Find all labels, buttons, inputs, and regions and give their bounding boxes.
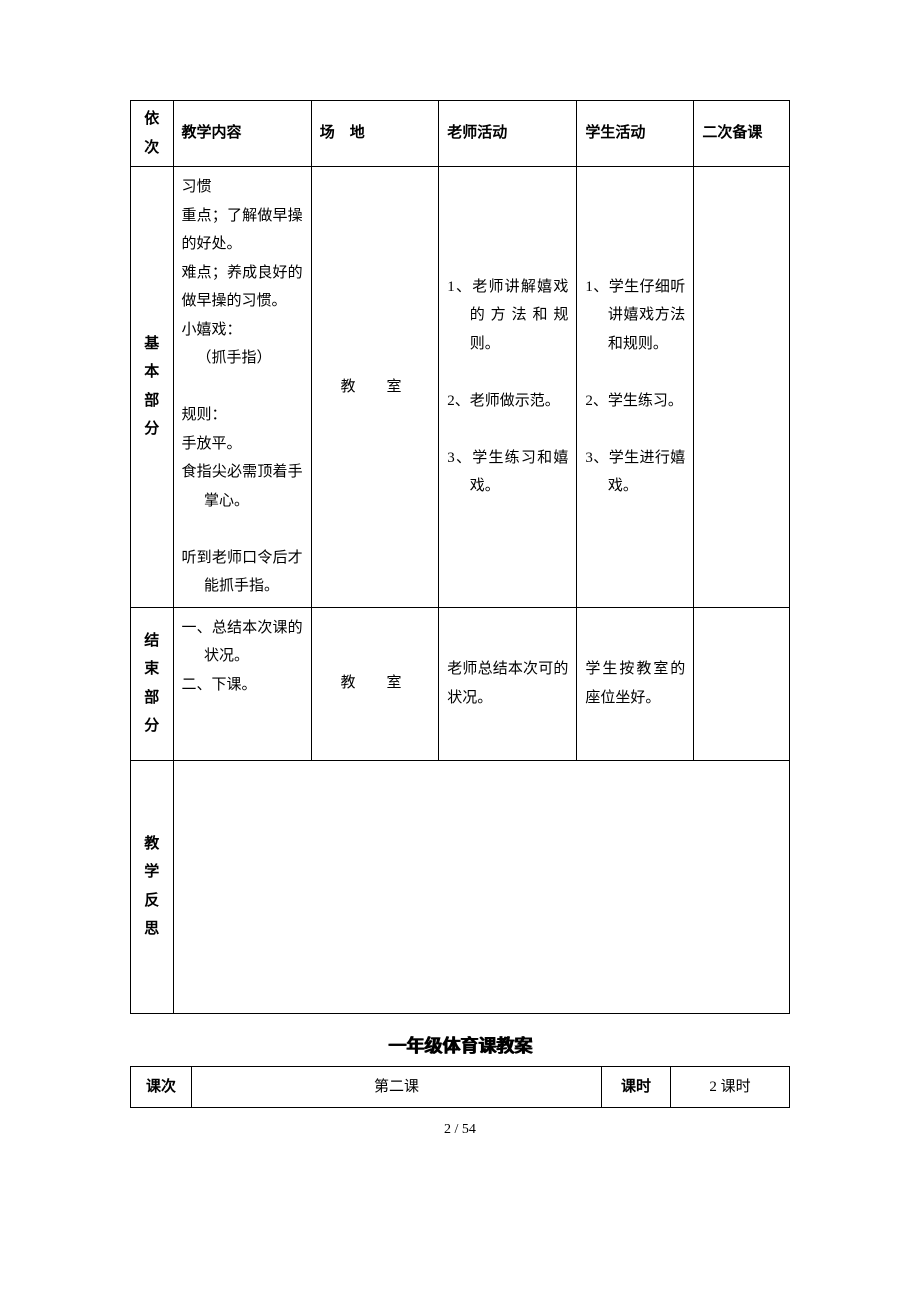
cell-teacher-end: 老师总结本次可的状况。	[439, 607, 577, 760]
cell-student-basic: 1、学生仔细听讲嬉戏方法和规则。 2、学生练习。 3、学生进行嬉戏。	[577, 167, 694, 608]
row-label-reflection: 教学反思	[131, 760, 174, 1013]
table-row-basic: 基本部分 习惯 重点；了解做早操的好处。 难点；养成良好的做早操的习惯。 小嬉戏…	[131, 167, 790, 608]
lesson-title: 一年级体育课教案	[130, 1032, 790, 1058]
lesson-meta-table: 课次 第二课 课时 2 课时	[130, 1066, 790, 1109]
table-row-end: 结束部分 一、总结本次课的状况。 二、下课。 教 室 老师总结本次可的状况。 学…	[131, 607, 790, 760]
cell-reflection-body	[173, 760, 789, 1013]
cell-venue-basic: 教 室	[311, 167, 439, 608]
header-notes: 二次备课	[694, 101, 790, 167]
document-page: 依次 教学内容 场 地 老师活动 学生活动 二次备课 基本部分 习惯 重点；了解…	[0, 0, 920, 1178]
cell-student-end: 学生按教室的座位坐好。	[577, 607, 694, 760]
lesson-plan-table: 依次 教学内容 场 地 老师活动 学生活动 二次备课 基本部分 习惯 重点；了解…	[130, 100, 790, 1014]
table-header-row: 依次 教学内容 场 地 老师活动 学生活动 二次备课	[131, 101, 790, 167]
meta-row: 课次 第二课 课时 2 课时	[131, 1066, 790, 1108]
cell-teacher-basic: 1、老师讲解嬉戏的方法和规则。 2、老师做示范。 3、学生练习和嬉戏。	[439, 167, 577, 608]
header-order: 依次	[131, 101, 174, 167]
cell-notes-basic	[694, 167, 790, 608]
meta-lesson-label: 课次	[131, 1066, 192, 1108]
meta-period-value: 2 课时	[671, 1066, 790, 1108]
cell-venue-end: 教 室	[311, 607, 439, 760]
meta-lesson-value: 第二课	[192, 1066, 602, 1108]
row-label-basic: 基本部分	[131, 167, 174, 608]
page-number: 2 / 54	[130, 1122, 790, 1138]
cell-notes-end	[694, 607, 790, 760]
header-content: 教学内容	[173, 101, 311, 167]
meta-period-label: 课时	[602, 1066, 671, 1108]
cell-content-basic: 习惯 重点；了解做早操的好处。 难点；养成良好的做早操的习惯。 小嬉戏： （抓手…	[173, 167, 311, 608]
table-row-reflection: 教学反思	[131, 760, 790, 1013]
cell-content-end: 一、总结本次课的状况。 二、下课。	[173, 607, 311, 760]
header-venue: 场 地	[311, 101, 439, 167]
header-student: 学生活动	[577, 101, 694, 167]
row-label-end: 结束部分	[131, 607, 174, 760]
header-teacher: 老师活动	[439, 101, 577, 167]
